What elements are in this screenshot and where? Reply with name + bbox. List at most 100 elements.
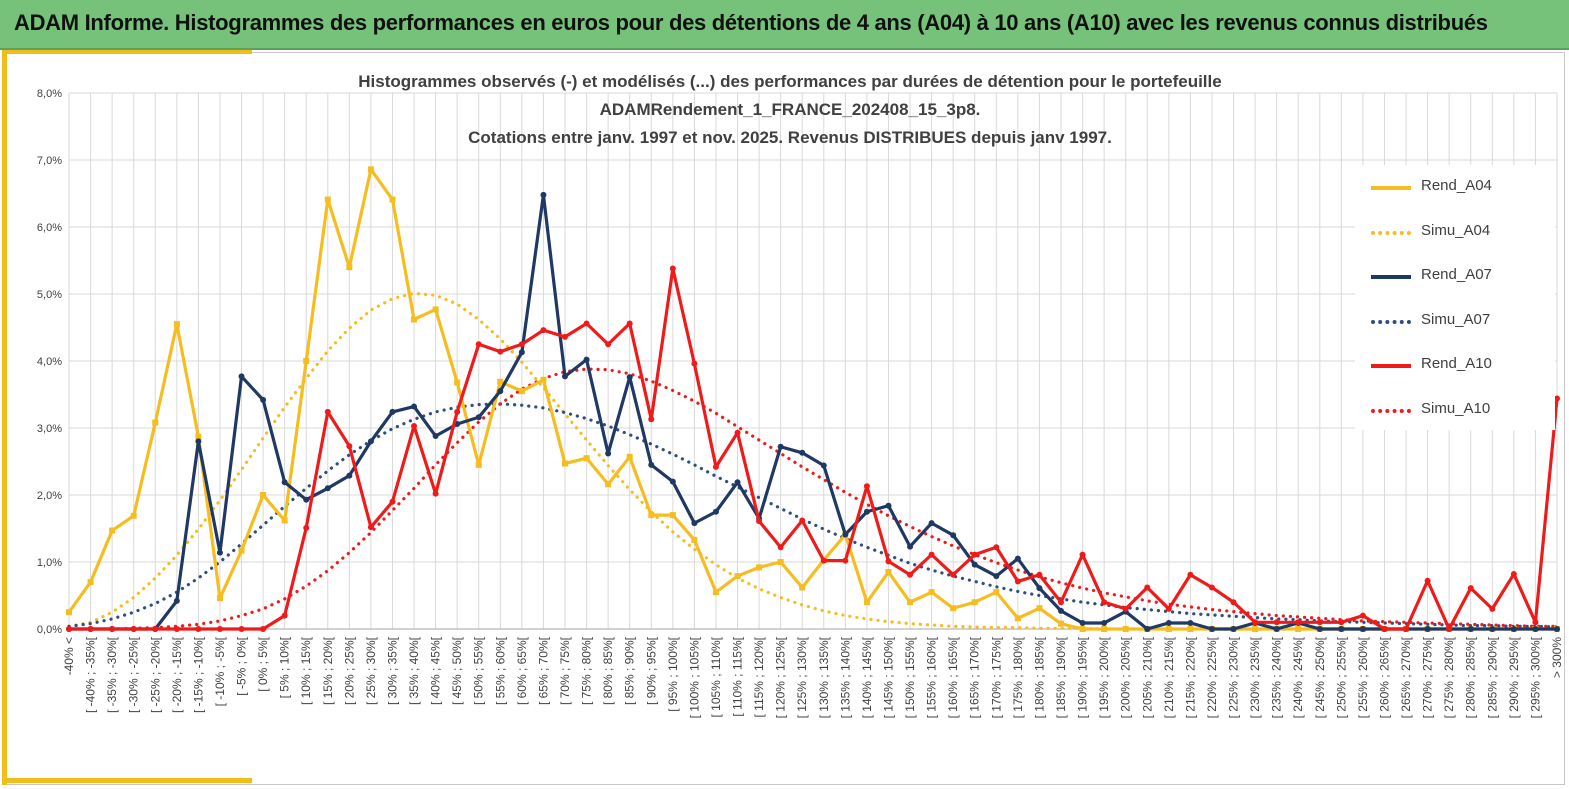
point-rend-a10 [87, 626, 94, 632]
point-rend-a10 [691, 360, 698, 367]
x-tick-label: [ 115% ; 120%[ [752, 636, 766, 717]
point-rend-a04 [626, 453, 633, 460]
chart-legend: Rend_A04 Simu_A04 Rend_A07 Simu_A07 Rend… [1355, 165, 1555, 430]
y-tick-label: 8,0% [37, 88, 62, 100]
point-rend-a04 [1122, 626, 1129, 632]
legend-item-rend-a07[interactable]: Rend_A07 [1365, 266, 1555, 286]
x-tick-label: [ 90% ; 95%[ [644, 636, 658, 705]
point-rend-a07 [1187, 619, 1194, 626]
point-rend-a10 [1446, 626, 1453, 632]
y-tick-label: 6,0% [37, 222, 62, 234]
page-title: ADAM Informe. Histogrammes des performan… [14, 10, 1488, 35]
point-rend-a10 [152, 626, 159, 632]
legend-swatch-simu-a10 [1371, 409, 1411, 413]
point-rend-a07 [497, 388, 504, 395]
x-tick-label: [ 230% ; 235%[ [1248, 636, 1262, 718]
point-rend-a10 [993, 544, 1000, 551]
x-tick-label: [ 260% ; 265%[ [1377, 636, 1391, 718]
x-tick-label: [ 220% ; 225%[ [1205, 636, 1219, 718]
x-tick-label: [ 275% ; 280%[ [1442, 636, 1456, 718]
point-rend-a04 [1165, 626, 1172, 632]
x-tick-label: [ 140% ; 145%[ [860, 636, 874, 718]
point-rend-a04 [669, 512, 676, 519]
point-rend-a07 [626, 374, 633, 381]
point-rend-a04 [281, 517, 288, 524]
series-line-rend-a04 [67, 167, 1557, 631]
legend-item-simu-a10[interactable]: Simu_A10 [1365, 400, 1555, 420]
point-rend-a10 [281, 612, 288, 619]
point-rend-a04 [540, 376, 547, 383]
point-rend-a10 [1403, 626, 1410, 632]
point-rend-a04 [648, 512, 655, 519]
point-rend-a07 [950, 532, 957, 539]
point-rend-a04 [777, 559, 784, 565]
point-rend-a10 [1079, 551, 1086, 558]
x-tick-label: [ 270% ; 275%[ [1421, 636, 1435, 718]
legend-item-rend-a04[interactable]: Rend_A04 [1365, 177, 1555, 197]
series-line-simu-a10 [67, 367, 1559, 631]
x-tick-label: [ 280% ; 285%[ [1464, 636, 1478, 718]
point-rend-a10 [842, 557, 849, 564]
point-rend-a04 [195, 433, 202, 440]
point-rend-a04 [605, 481, 612, 488]
point-rend-a04 [971, 599, 978, 606]
point-rend-a04 [475, 461, 482, 468]
point-rend-a10 [669, 265, 676, 272]
point-rend-a10 [346, 443, 353, 450]
chart-frame [2, 52, 1565, 785]
point-rend-a07 [1316, 626, 1323, 632]
x-tick-label: [ 120% ; 125%[ [774, 636, 788, 718]
point-rend-a10 [605, 341, 612, 348]
point-rend-a07 [518, 349, 525, 356]
x-tick-label: [ 50% ; 55%[ [472, 636, 486, 705]
point-rend-a04 [432, 306, 439, 313]
point-rend-a04 [799, 584, 806, 591]
x-tick-label: [ 65% ; 70%[ [536, 636, 550, 705]
legend-swatch-rend-a07 [1371, 275, 1411, 279]
point-rend-a04 [411, 316, 418, 323]
point-rend-a07 [303, 496, 310, 503]
point-rend-a04 [1058, 620, 1064, 627]
x-tick-label: [ -40% ; -35%[ [84, 636, 98, 713]
point-rend-a10 [1208, 584, 1215, 591]
point-rend-a07 [993, 573, 1000, 580]
point-rend-a10 [1359, 612, 1366, 619]
point-rend-a10 [562, 333, 568, 340]
x-tick-label: [ 235% ; 240%[ [1270, 636, 1284, 718]
series-line-rend-a10 [69, 266, 1559, 631]
point-rend-a07 [1273, 626, 1280, 632]
point-rend-a04 [1101, 626, 1108, 632]
legend-item-rend-a10[interactable]: Rend_A10 [1365, 355, 1555, 375]
x-tick-label: [ 15% ; 20%[ [321, 636, 335, 705]
x-tick-label: [ 155% ; 160%[ [925, 636, 939, 718]
x-tick-label: [ -5% ; 0%[ [235, 636, 249, 695]
x-tick-label: [ 30% ; 35%[ [385, 636, 399, 705]
point-rend-a07 [1359, 626, 1366, 632]
x-tick-label: [ 70% ; 75%[ [558, 636, 572, 705]
point-rend-a10 [1014, 578, 1021, 585]
legend-label-rend-a04: Rend_A04 [1421, 177, 1492, 194]
point-rend-a10 [1532, 619, 1539, 626]
point-rend-a07 [1230, 626, 1237, 632]
x-tick-label: [ 200% ; 205%[ [1119, 636, 1133, 718]
accent-bar-left [2, 52, 7, 785]
point-rend-a10 [885, 558, 892, 565]
point-rend-a04 [324, 196, 331, 203]
point-rend-a07 [907, 543, 914, 550]
chart-title-line-1: Histogrammes observés (-) et modélisés (… [358, 72, 1222, 91]
legend-item-simu-a07[interactable]: Simu_A07 [1365, 311, 1555, 331]
point-rend-a04 [87, 579, 94, 586]
point-rend-a10 [389, 498, 396, 505]
point-rend-a04 [130, 512, 137, 519]
point-rend-a07 [1489, 626, 1496, 632]
point-rend-a04 [734, 573, 741, 580]
legend-item-simu-a04[interactable]: Simu_A04 [1365, 222, 1555, 242]
point-rend-a04 [260, 492, 267, 498]
point-rend-a10 [756, 518, 763, 525]
x-tick-label: [ 250% ; 255%[ [1334, 636, 1348, 718]
point-rend-a07 [842, 531, 849, 538]
x-tick-label: [ 25% ; 30%[ [364, 636, 378, 705]
point-rend-a10 [1101, 599, 1108, 606]
point-rend-a04 [216, 595, 223, 602]
point-rend-a07 [1532, 626, 1539, 632]
